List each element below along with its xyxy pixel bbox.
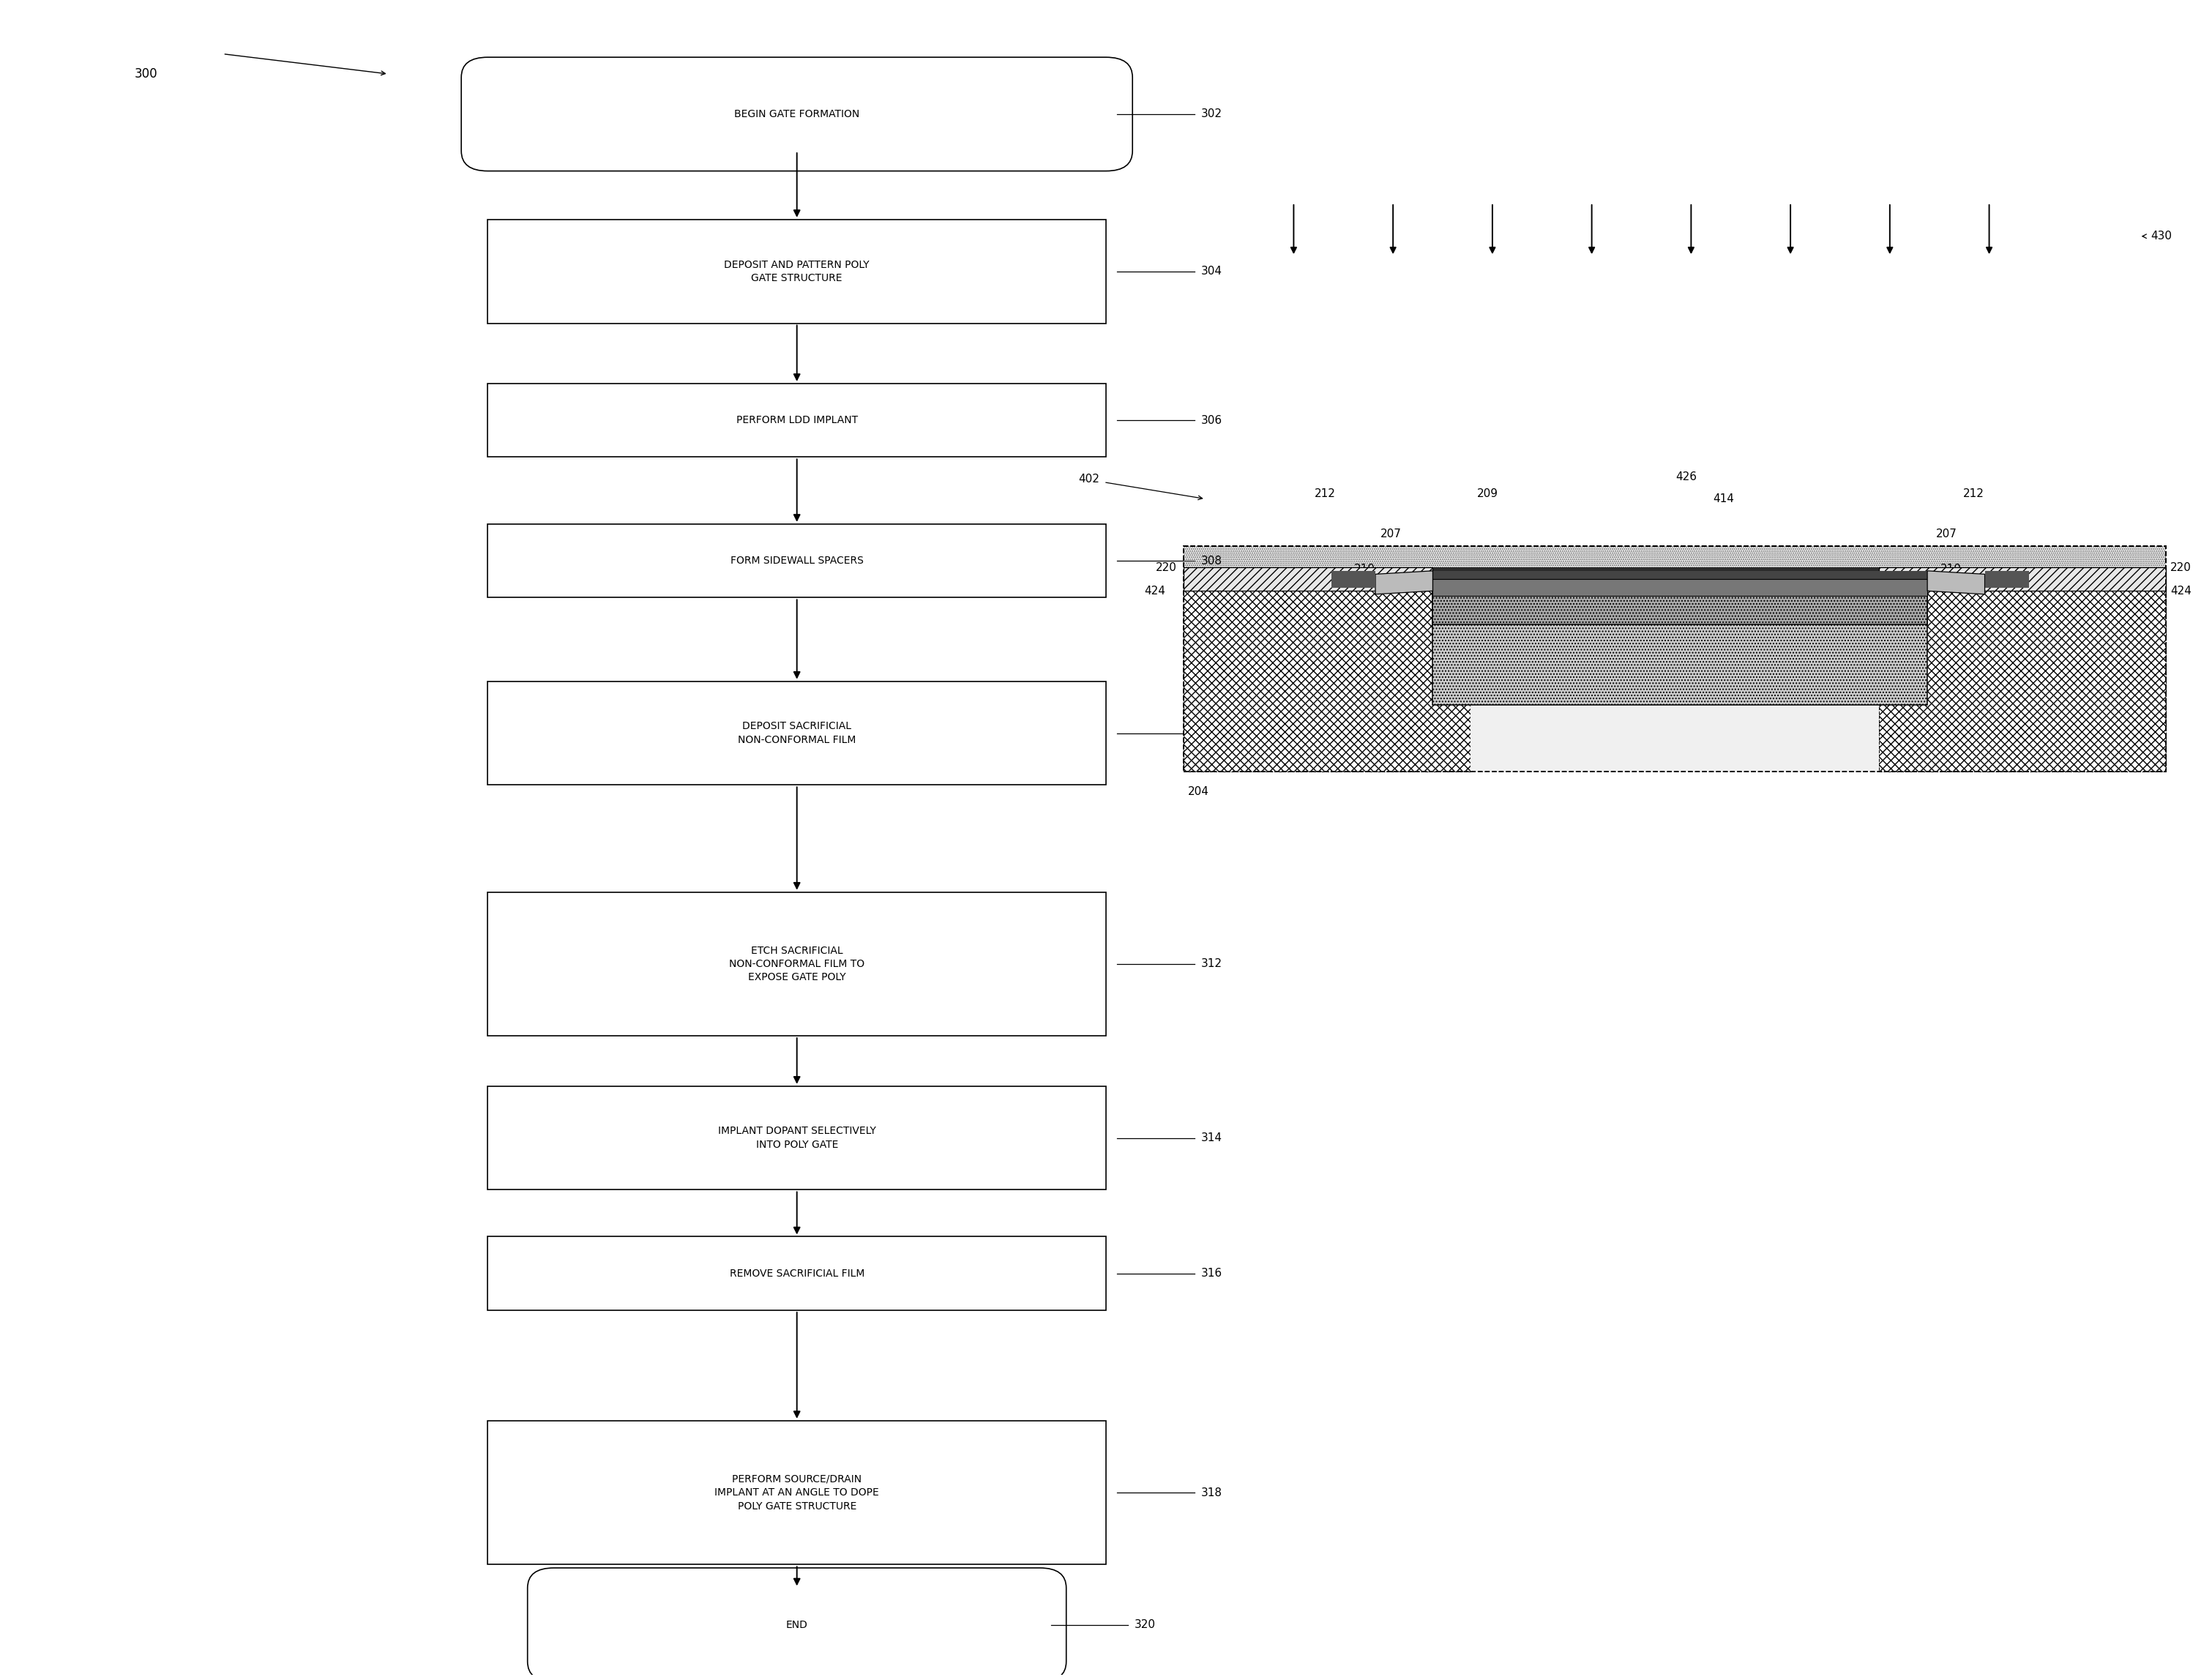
Text: 212: 212 <box>1962 488 1984 500</box>
Text: 204: 204 <box>1188 787 1208 797</box>
Text: 424: 424 <box>1144 585 1166 597</box>
Text: IMPLANT DOPANT SELECTIVELY
INTO POLY GATE: IMPLANT DOPANT SELECTIVELY INTO POLY GAT… <box>719 1125 876 1150</box>
Text: 302: 302 <box>1201 109 1223 119</box>
Text: 206: 206 <box>1666 642 1686 654</box>
FancyBboxPatch shape <box>1183 567 1433 590</box>
Text: 402: 402 <box>1077 473 1099 485</box>
FancyBboxPatch shape <box>1433 570 1927 590</box>
FancyBboxPatch shape <box>1433 590 1927 704</box>
FancyBboxPatch shape <box>1471 590 1878 771</box>
Text: 426: 426 <box>1677 471 1697 483</box>
FancyBboxPatch shape <box>1183 567 2166 590</box>
Text: PERFORM SOURCE/DRAIN
IMPLANT AT AN ANGLE TO DOPE
POLY GATE STRUCTURE: PERFORM SOURCE/DRAIN IMPLANT AT AN ANGLE… <box>714 1474 878 1511</box>
FancyBboxPatch shape <box>1878 567 2166 590</box>
Text: 220: 220 <box>1155 562 1177 574</box>
FancyBboxPatch shape <box>526 1568 1066 1677</box>
FancyBboxPatch shape <box>489 1420 1106 1565</box>
Polygon shape <box>1376 570 1433 594</box>
Text: PERFORM LDD IMPLANT: PERFORM LDD IMPLANT <box>737 416 858 426</box>
Text: 207: 207 <box>1936 528 1958 540</box>
Text: DEPOSIT AND PATTERN POLY
GATE STRUCTURE: DEPOSIT AND PATTERN POLY GATE STRUCTURE <box>723 260 869 283</box>
FancyBboxPatch shape <box>489 1087 1106 1189</box>
FancyBboxPatch shape <box>489 681 1106 785</box>
FancyBboxPatch shape <box>489 892 1106 1036</box>
FancyBboxPatch shape <box>489 220 1106 324</box>
FancyBboxPatch shape <box>489 523 1106 597</box>
Text: DEPOSIT SACRIFICIAL
NON-CONFORMAL FILM: DEPOSIT SACRIFICIAL NON-CONFORMAL FILM <box>739 721 856 745</box>
Text: 300: 300 <box>135 67 157 80</box>
Text: REMOVE SACRIFICIAL FILM: REMOVE SACRIFICIAL FILM <box>730 1268 865 1278</box>
Text: 308: 308 <box>1201 555 1223 567</box>
Text: END: END <box>785 1620 807 1630</box>
Text: 430: 430 <box>2150 231 2172 241</box>
FancyBboxPatch shape <box>462 57 1133 171</box>
FancyBboxPatch shape <box>1984 570 2028 587</box>
Text: 207: 207 <box>1380 528 1402 540</box>
Text: FORM SIDEWALL SPACERS: FORM SIDEWALL SPACERS <box>730 555 863 565</box>
Text: 318: 318 <box>1201 1487 1223 1498</box>
FancyBboxPatch shape <box>489 384 1106 458</box>
Text: 310: 310 <box>1201 728 1223 738</box>
FancyBboxPatch shape <box>1183 590 1471 771</box>
FancyBboxPatch shape <box>1878 590 2166 771</box>
Text: 212: 212 <box>1314 488 1336 500</box>
Text: 304: 304 <box>1201 267 1223 277</box>
Polygon shape <box>1927 570 1984 594</box>
Text: BEGIN GATE FORMATION: BEGIN GATE FORMATION <box>734 109 860 119</box>
Text: 316: 316 <box>1201 1268 1223 1280</box>
Text: 205: 205 <box>1586 605 1606 617</box>
Text: 312: 312 <box>1201 959 1223 969</box>
Text: 414: 414 <box>1712 493 1734 505</box>
Text: 314: 314 <box>1201 1132 1223 1144</box>
FancyBboxPatch shape <box>1433 590 1927 624</box>
FancyBboxPatch shape <box>1433 579 1927 595</box>
FancyBboxPatch shape <box>489 1236 1106 1310</box>
Text: 209: 209 <box>1478 488 1498 500</box>
Text: 210: 210 <box>1940 563 1962 575</box>
Text: ETCH SACRIFICIAL
NON-CONFORMAL FILM TO
EXPOSE GATE POLY: ETCH SACRIFICIAL NON-CONFORMAL FILM TO E… <box>730 946 865 983</box>
FancyBboxPatch shape <box>1332 570 1376 587</box>
Text: 220: 220 <box>2170 562 2192 574</box>
Text: 320: 320 <box>1135 1620 1157 1630</box>
Text: 210: 210 <box>1354 563 1376 575</box>
Text: 424: 424 <box>2170 585 2192 597</box>
Text: 306: 306 <box>1201 414 1223 426</box>
FancyBboxPatch shape <box>1183 545 2166 771</box>
